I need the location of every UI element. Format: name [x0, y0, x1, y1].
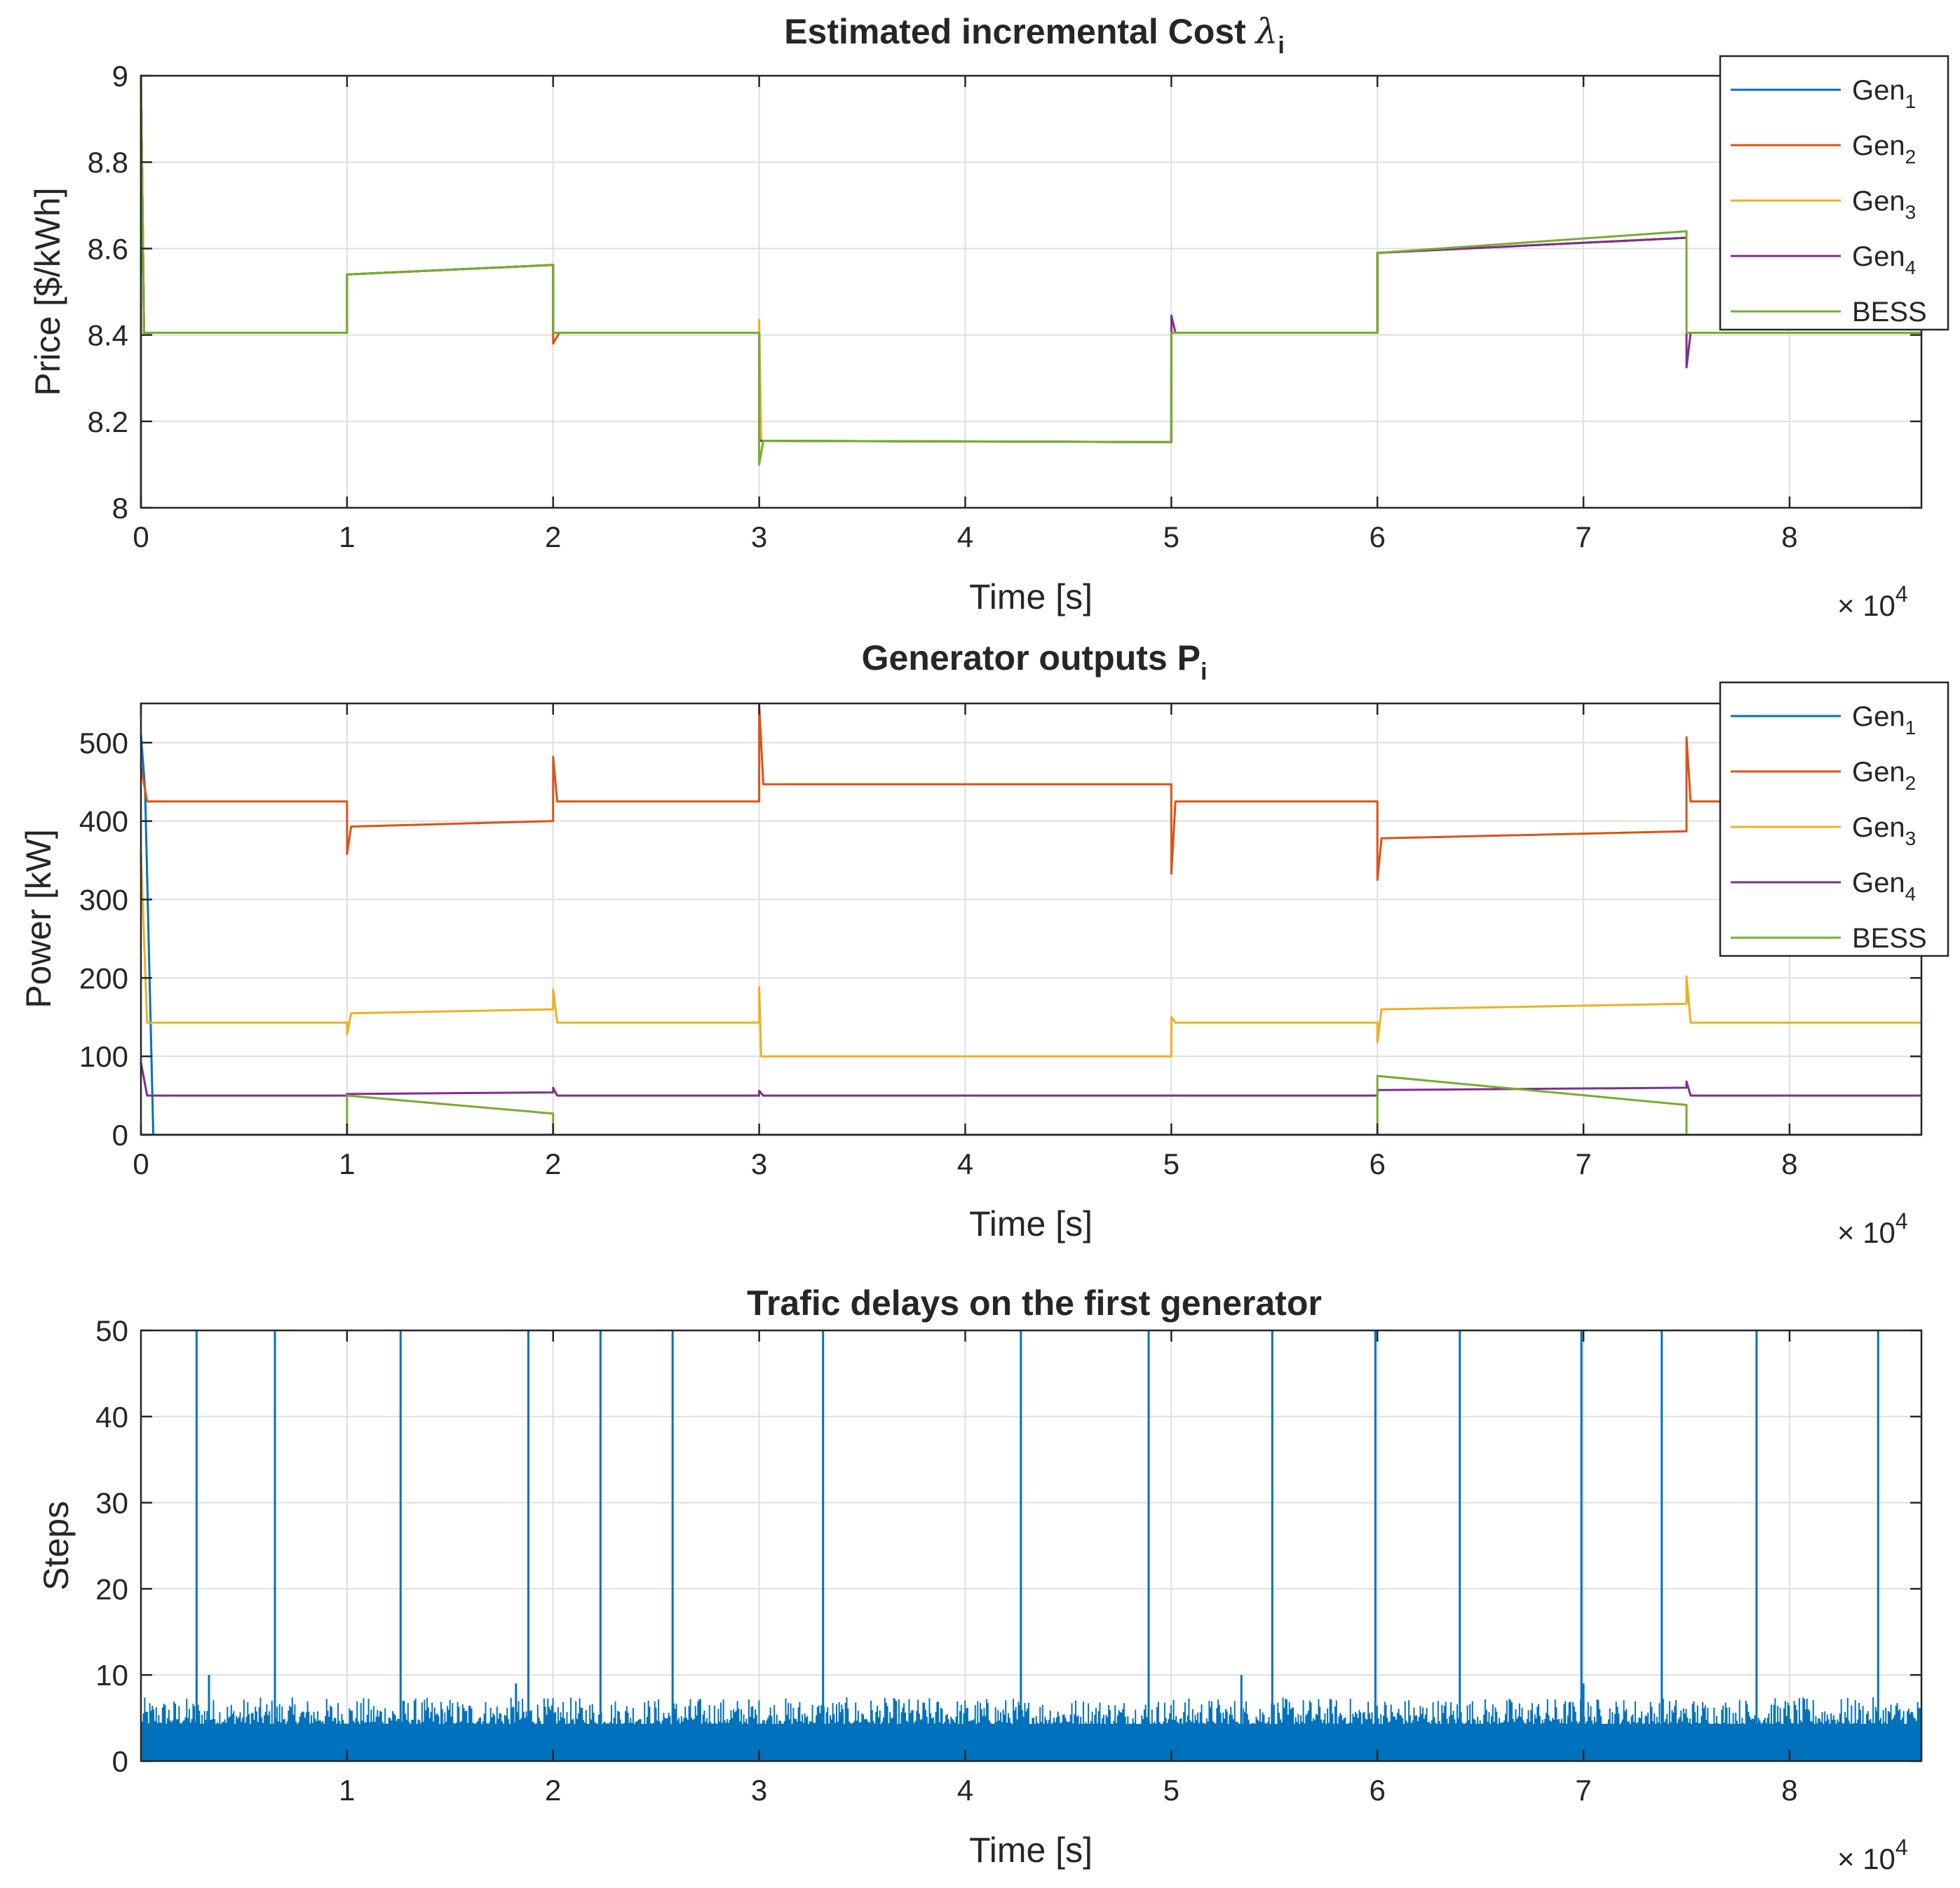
power-chart-legend-label: Gen4	[1852, 868, 1916, 905]
price-chart-y-tick-label: 8.6	[88, 232, 128, 265]
power-chart-y-tick-label: 200	[79, 962, 128, 994]
power-chart-legend: Gen1 Gen2 Gen3 Gen4 BESS	[1719, 681, 1949, 957]
delay-chart-panel: Trafic delays on the first generator 1 2 3…	[36, 1283, 1923, 1875]
delay-chart-y-tick-label: 50	[95, 1314, 128, 1347]
power-chart-title: Generator outputs Pi	[862, 638, 1208, 685]
delay-chart-x-exponent: × 104	[1837, 1835, 1908, 1875]
power-chart-x-tick-label: 5	[1163, 1147, 1180, 1180]
price-chart-x-tick-label: 4	[957, 520, 973, 553]
price-chart-series	[140, 74, 1921, 508]
price-chart-y-tick-label: 8.2	[88, 405, 128, 438]
power-chart-x-tick-label: 2	[545, 1147, 561, 1180]
power-chart-y-tick-label: 300	[79, 884, 128, 917]
price-chart-y-tick-label: 9	[112, 60, 128, 93]
price-chart-x-tick-label: 7	[1575, 520, 1591, 553]
delay-chart-series	[140, 1330, 1921, 1761]
price-chart-x-tick-label: 1	[339, 520, 355, 553]
delay-chart-x-tick-label: 6	[1370, 1774, 1386, 1807]
delay-chart-x-tick-label: 7	[1575, 1774, 1591, 1807]
price-chart-panel: Estimated incremental Cost λi 0 1 2 3 4 5 6 7 8 8…	[28, 11, 1949, 622]
power-chart-legend-label: BESS	[1852, 923, 1927, 954]
price-chart-x-exponent: × 104	[1837, 581, 1908, 622]
power-chart-y-tick-label: 0	[112, 1119, 128, 1152]
power-chart-series-gen3-line	[140, 852, 1921, 1058]
power-chart-x-tick-label: 8	[1781, 1147, 1797, 1180]
price-chart-legend-label: Gen1	[1852, 75, 1916, 112]
price-chart-y-tick-label: 8	[112, 492, 128, 525]
delay-chart-y-tick-label: 20	[95, 1572, 128, 1605]
power-chart-y-tick-label: 400	[79, 805, 128, 838]
delay-chart-axes-box	[140, 1329, 1923, 1762]
price-chart-title: Estimated incremental Cost λi	[784, 11, 1285, 59]
price-chart-x-tick-label: 0	[133, 520, 149, 553]
power-chart-x-tick-label: 7	[1575, 1147, 1591, 1180]
price-chart-series-bess-line	[140, 74, 1921, 508]
price-chart-y-label: Price [$/kWh]	[28, 187, 67, 396]
delay-chart-y-tick-label: 0	[112, 1745, 128, 1778]
price-chart-ticks: 0 1 2 3 4 5 6 7 8 8 8.2 8.4 8.6 8.8 9	[88, 60, 1921, 553]
price-chart-x-tick-label: 5	[1163, 520, 1180, 553]
price-chart-legend: Gen1 Gen2 Gen3 Gen4 BESS	[1719, 55, 1949, 331]
price-chart-x-tick-label: 2	[545, 520, 561, 553]
power-chart-series-gen2-line	[140, 703, 1921, 882]
delay-chart-ticks: 1 2 3 4 5 6 7 8 0 10 20 30 40 50	[95, 1314, 1921, 1807]
power-chart-x-exponent: × 104	[1837, 1208, 1908, 1249]
price-chart-legend-label: Gen4	[1852, 241, 1916, 278]
price-chart-x-tick-label: 6	[1370, 520, 1386, 553]
power-chart-legend-label: Gen3	[1852, 812, 1916, 849]
price-chart-legend-label: BESS	[1852, 297, 1927, 328]
price-chart-x-tick-label: 3	[751, 520, 767, 553]
power-chart-x-tick-label: 6	[1370, 1147, 1386, 1180]
delay-chart-y-tick-label: 40	[95, 1401, 128, 1434]
power-chart-y-tick-label: 500	[79, 727, 128, 760]
price-chart-y-tick-label: 8.8	[88, 146, 128, 179]
power-chart-ticks: 0 1 2 3 4 5 6 7 8 0 100 200 300 400 500	[79, 703, 1921, 1180]
power-chart-x-tick-label: 1	[339, 1147, 355, 1180]
price-chart-x-label: Time [s]	[969, 577, 1093, 616]
delay-chart-x-tick-label: 1	[339, 1774, 355, 1807]
delay-chart-x-tick-label: 4	[957, 1774, 973, 1807]
delay-chart-y-label: Steps	[36, 1501, 76, 1591]
price-chart-y-tick-label: 8.4	[88, 319, 128, 352]
delay-chart-x-tick-label: 8	[1781, 1774, 1797, 1807]
price-chart-legend-label: Gen2	[1852, 130, 1916, 168]
delay-chart-y-tick-label: 30	[95, 1487, 128, 1520]
delay-chart-x-tick-label: 3	[751, 1774, 767, 1807]
power-chart-legend-label: Gen2	[1852, 757, 1916, 794]
price-chart-legend-box	[1719, 55, 1949, 331]
power-chart-y-label: Power [kW]	[19, 829, 58, 1009]
power-chart-x-tick-label: 4	[957, 1147, 973, 1180]
power-chart-legend-label: Gen1	[1852, 701, 1916, 739]
power-chart-y-tick-label: 100	[79, 1040, 128, 1073]
power-chart-panel: Generator outputs Pi 0 1 2 3 4 5 6 7 8 0 100 200 300…	[19, 638, 1949, 1249]
power-chart-x-tick-label: 0	[133, 1147, 149, 1180]
power-chart-x-tick-label: 3	[751, 1147, 767, 1180]
power-chart-legend-box	[1719, 681, 1949, 957]
delay-chart-x-tick-label: 5	[1163, 1774, 1180, 1807]
delay-chart-x-tick-label: 2	[545, 1774, 561, 1807]
delay-chart-x-label: Time [s]	[969, 1830, 1093, 1870]
delay-chart-title: Trafic delays on the first generator	[747, 1283, 1322, 1323]
delay-chart-y-tick-label: 10	[95, 1659, 128, 1692]
price-chart-legend-label: Gen3	[1852, 186, 1916, 223]
power-chart-x-label: Time [s]	[969, 1204, 1093, 1243]
price-chart-x-tick-label: 8	[1781, 520, 1797, 553]
